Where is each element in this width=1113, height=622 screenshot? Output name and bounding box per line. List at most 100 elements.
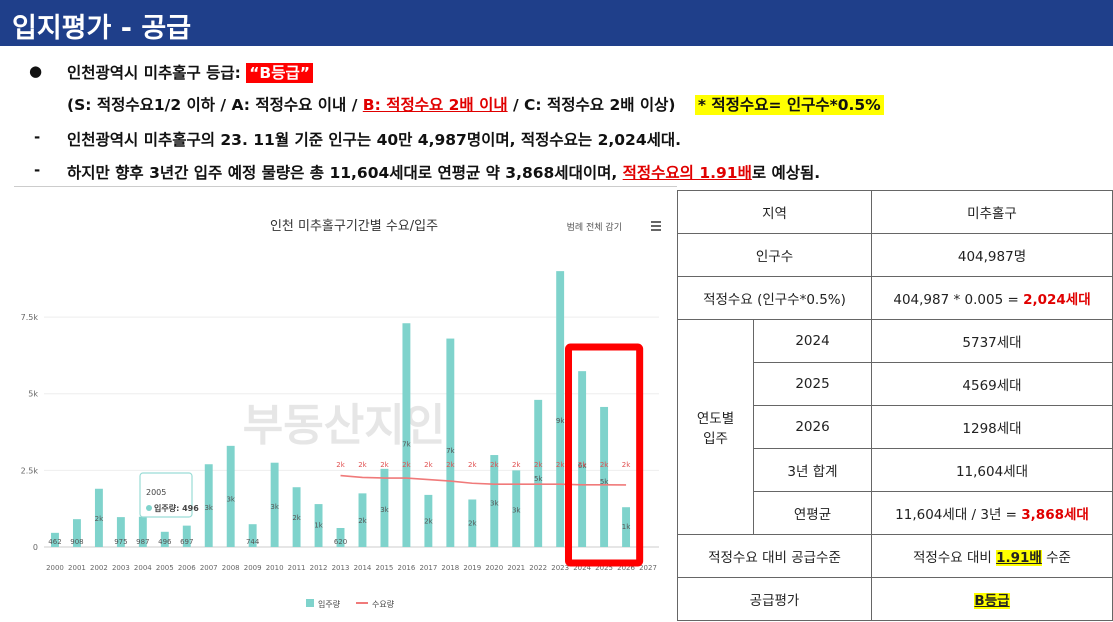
tooltip-marker	[146, 505, 152, 511]
region-header-label: 지역	[677, 190, 872, 234]
population-label: 인구수	[677, 233, 872, 277]
bar	[138, 516, 147, 547]
formula-highlight: * 적정수요= 인구수*0.5%	[694, 95, 884, 115]
y-tick-label: 0	[33, 543, 38, 552]
bar	[314, 504, 323, 547]
bar-label: 5k	[600, 478, 609, 486]
demand-label: 2k	[622, 461, 631, 469]
bar-label: 462	[48, 538, 61, 546]
x-tick-label: 2021	[507, 564, 525, 572]
grade-line-text: 인천광역시 미추홀구 등급:	[67, 64, 247, 82]
y-tick-label: 7.5k	[21, 313, 39, 322]
x-tick-label: 2001	[68, 564, 86, 572]
bar	[446, 338, 455, 547]
x-tick-label: 2011	[288, 564, 306, 572]
bar-label: 3k	[490, 500, 499, 508]
x-tick-label: 2012	[310, 564, 328, 572]
demand-label: 2k	[512, 461, 521, 469]
table-row: 2025 4569세대	[678, 362, 1113, 406]
x-tick-label: 2024	[573, 564, 591, 572]
population-value: 404,987명	[871, 233, 1113, 277]
supply-table: 지역 미추홀구 인구수 404,987명 적정수요 (인구수*0.5%) 404…	[677, 190, 1113, 621]
demand-label: 2k	[358, 461, 367, 469]
bar-label: 5k	[534, 475, 543, 483]
bar	[556, 271, 565, 547]
sum-label: 3년 합계	[753, 448, 872, 492]
tooltip-box	[139, 472, 193, 518]
avg-value: 11,604세대 / 3년 = 3,868세대	[871, 491, 1113, 535]
criteria-a: (S: 적정수요1/2 이하 / A: 적정수요 이내 /	[67, 96, 363, 114]
bar	[622, 507, 631, 547]
bar	[116, 517, 125, 547]
x-tick-label: 2007	[200, 564, 218, 572]
bar-label: 744	[246, 538, 260, 546]
bar	[578, 371, 587, 547]
x-tick-label: 2009	[244, 564, 262, 572]
criteria-c: / C: 적정수요 2배 이상)	[507, 96, 676, 114]
y-tick-label: 2.5k	[21, 466, 39, 475]
hamburger-menu-icon[interactable]	[651, 221, 661, 231]
level-a: 적정수요 대비	[913, 550, 997, 566]
criteria-b-highlight: B: 적정수요 2배 이내	[362, 96, 508, 114]
bar-label: 7k	[402, 440, 411, 448]
divider	[14, 186, 677, 187]
demand-label: 2k	[402, 461, 411, 469]
demand-label: 2k	[336, 461, 345, 469]
demand-label: 2k	[578, 461, 587, 469]
bar-label: 3k	[226, 495, 235, 503]
legend-label: 수요량	[372, 599, 395, 609]
avg-calc: 11,604세대 / 3년 =	[895, 507, 1022, 523]
year-cell: 2025	[753, 362, 872, 406]
x-tick-label: 2002	[90, 564, 108, 572]
bar	[468, 499, 477, 547]
legend-label: 입주량	[318, 599, 341, 609]
demand-label: 2k	[446, 461, 455, 469]
table-row: 지역 미추홀구	[677, 190, 1113, 234]
bar	[600, 406, 609, 547]
bar	[270, 462, 279, 547]
table-row: 연도별 입주 2024 5737세대	[677, 319, 1113, 535]
supply-grade-value: B등급	[871, 577, 1113, 621]
x-tick-label: 2020	[485, 564, 503, 572]
x-tick-label: 2019	[463, 564, 481, 572]
bar	[490, 455, 499, 547]
x-tick-label: 2014	[354, 564, 372, 572]
bar-label: 2k	[358, 517, 367, 525]
chart-menu-label[interactable]: 범례 전체 감기	[567, 221, 622, 233]
bar-label: 1k	[622, 523, 631, 531]
bar	[226, 445, 235, 547]
bar	[204, 464, 213, 547]
x-tick-label: 2027	[639, 564, 657, 572]
table-row: 연평균 11,604세대 / 3년 = 3,868세대	[678, 491, 1113, 535]
x-tick-label: 2025	[595, 564, 613, 572]
tooltip-value: 입주량: 496	[154, 503, 199, 513]
chart-legend: 입주량 수요량	[306, 599, 395, 609]
demand-value: 404,987 * 0.005 = 2,024세대	[871, 276, 1113, 320]
x-tick-label: 2003	[112, 564, 130, 572]
year-cell: 2026	[753, 405, 872, 449]
demand-calc: 404,987 * 0.005 =	[893, 292, 1024, 308]
bar-label: 3k	[380, 506, 389, 514]
supply-line: 하지만 향후 3년간 입주 예정 물량은 총 11,604세대로 연평균 약 3…	[67, 161, 820, 183]
supply-demand-chart: 인천 미추홀구기간별 수요/입주 범례 전체 감기 부동산지인 0 2.5k 5k 7…	[21, 219, 661, 609]
bullet-dot: ●	[29, 62, 43, 80]
bar-label: 9k	[556, 417, 565, 425]
bar-label: 2k	[95, 515, 104, 523]
bar	[336, 527, 345, 547]
demand-label: 2k	[490, 461, 499, 469]
x-tick-label: 2013	[332, 564, 350, 572]
sum-value: 11,604세대	[871, 448, 1113, 492]
region-header-value: 미추홀구	[871, 190, 1113, 234]
bar-label: 496	[158, 538, 172, 546]
supply-line-a: 하지만 향후 3년간 입주 예정 물량은 총 11,604세대로 연평균 약 3…	[67, 164, 623, 182]
demand-label: 2k	[424, 461, 433, 469]
table-row: 적정수요 (인구수*0.5%) 404,987 * 0.005 = 2,024세…	[677, 276, 1113, 320]
bar-label: 697	[180, 538, 193, 546]
supply-grade-label: 공급평가	[677, 577, 872, 621]
demand-result: 2,024세대	[1023, 292, 1091, 308]
yearly-supply-label: 연도별 입주	[677, 319, 754, 535]
bar-label: 1k	[314, 522, 323, 530]
bar-label: 7k	[446, 447, 455, 455]
bar	[94, 488, 103, 547]
tooltip-year: 2005	[146, 488, 166, 497]
